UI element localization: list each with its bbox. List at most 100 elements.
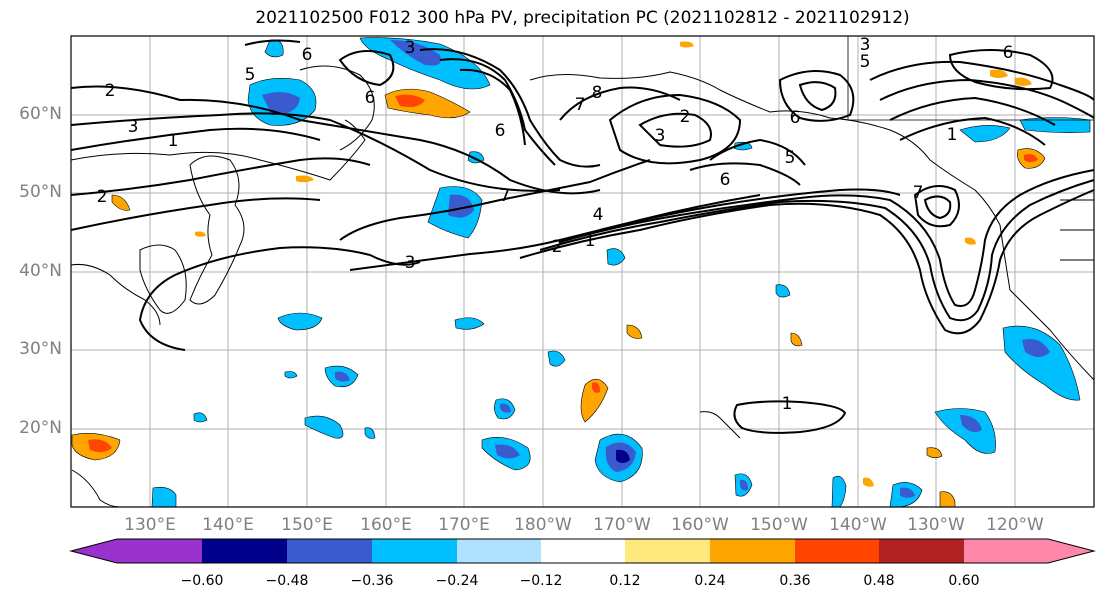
precip-blob (390, 40, 441, 66)
precip-blob (364, 427, 376, 439)
contour-line (539, 179, 1095, 322)
lat-label-40n: 40°N (19, 261, 62, 281)
colorbar-tick-label: −0.36 (350, 573, 394, 589)
contour-line (778, 70, 855, 122)
contour-label: 7 (575, 95, 586, 115)
contour-label: 7 (500, 186, 511, 206)
precip-blob (863, 477, 874, 487)
precip-blob (606, 248, 626, 266)
precip-blob (900, 487, 915, 498)
contour-line (559, 86, 681, 121)
contour-line (349, 194, 761, 271)
lon-label-180w: 180°W (514, 515, 572, 535)
precip-blob (193, 412, 208, 423)
precip-blob (304, 415, 344, 439)
precip-blob (195, 231, 206, 237)
lon-label-160e: 160°E (360, 515, 412, 535)
contour-label: 6 (302, 45, 313, 65)
precip-blob (395, 94, 425, 108)
contour-label: 2 (105, 81, 116, 101)
lon-label-170w: 170°W (593, 515, 651, 535)
contour-label: 5 (785, 148, 796, 168)
contour-label: 3 (655, 126, 666, 146)
contour-line (923, 195, 952, 220)
contour-label: 4 (593, 205, 604, 225)
precip-blob (831, 475, 847, 508)
contour-label: 6 (720, 170, 731, 190)
contour-line (244, 39, 301, 46)
colorbar-tick-label: −0.60 (180, 573, 224, 589)
contour-label: 5 (245, 65, 256, 85)
coastline-philippines (71, 469, 121, 508)
contour-line (70, 127, 321, 151)
contour-label: 1 (585, 231, 596, 251)
contour-line (948, 49, 1054, 91)
lat-label-30n: 30°N (19, 339, 62, 359)
contour-line (138, 246, 421, 351)
precip-blob (296, 175, 314, 183)
contour-line (459, 68, 526, 146)
colorbar-tick-label: −0.12 (519, 573, 563, 589)
lon-label-140w: 140°W (829, 515, 887, 535)
precip-blob (626, 324, 643, 339)
precip-blob (965, 237, 976, 245)
colorbar-segment (625, 539, 710, 563)
lon-label-140e: 140°E (202, 515, 254, 535)
colorbar-tick-label: 0.12 (609, 573, 641, 589)
precip-blob (547, 350, 566, 367)
contour-line (608, 93, 742, 165)
coastline-hawaii (699, 411, 741, 439)
colorbar-tick-label: 0.48 (863, 573, 895, 589)
contour-label: 2 (97, 187, 108, 207)
contour-line (879, 78, 1095, 119)
colorbar-tick-label: 0.24 (694, 573, 726, 589)
precip-blob (277, 312, 323, 331)
coastline-okhotsk (70, 119, 366, 181)
colorbar-segment (287, 539, 372, 563)
contour-line (70, 197, 321, 231)
contour-label: 3 (128, 117, 139, 137)
colorbar-segment (710, 539, 795, 563)
coastline-asia (70, 264, 161, 326)
precip-blob (775, 284, 791, 298)
contour-label: 1 (947, 125, 958, 145)
precip-blob (990, 69, 1008, 78)
precip-blob (262, 92, 300, 115)
chart-title: 2021102500 F012 300 hPa PV, precipitatio… (255, 8, 910, 28)
precip-blob (790, 332, 803, 347)
lat-label-20n: 20°N (19, 418, 62, 438)
precip-blob (448, 194, 474, 218)
colorbar-segment (71, 539, 202, 563)
contour-label: 6 (1003, 43, 1014, 63)
precip-blob (500, 403, 511, 413)
contour-label: 6 (365, 88, 376, 108)
precip-blob (1015, 77, 1032, 86)
contour-label: 5 (860, 52, 871, 72)
lon-label-150e: 150°E (281, 515, 333, 535)
precip-blob (580, 378, 609, 423)
contour-label: 6 (495, 121, 506, 141)
contour-line (798, 81, 837, 112)
colorbar-outline (69, 538, 1096, 564)
borders-na (1060, 199, 1094, 261)
colorbar-segment (372, 539, 457, 563)
map-frame (70, 35, 1095, 508)
lon-label-150w: 150°W (750, 515, 808, 535)
coastline-japan (189, 155, 245, 305)
contour-line (689, 162, 801, 186)
contour-line (869, 60, 1095, 101)
contour-line (439, 58, 556, 166)
precip-blob (88, 439, 112, 453)
contour-label: 2 (680, 107, 691, 127)
contour-line (70, 112, 561, 192)
contour-line-1 (733, 400, 847, 434)
colorbar-segment (541, 539, 625, 563)
lon-label-170e: 170°E (438, 515, 490, 535)
contour-line (559, 169, 1095, 307)
contour-line (899, 116, 1046, 146)
contour-label: 3 (860, 35, 871, 55)
contour-label: 3 (405, 253, 416, 273)
precip-blob (284, 371, 298, 379)
precip-blob (939, 491, 956, 508)
